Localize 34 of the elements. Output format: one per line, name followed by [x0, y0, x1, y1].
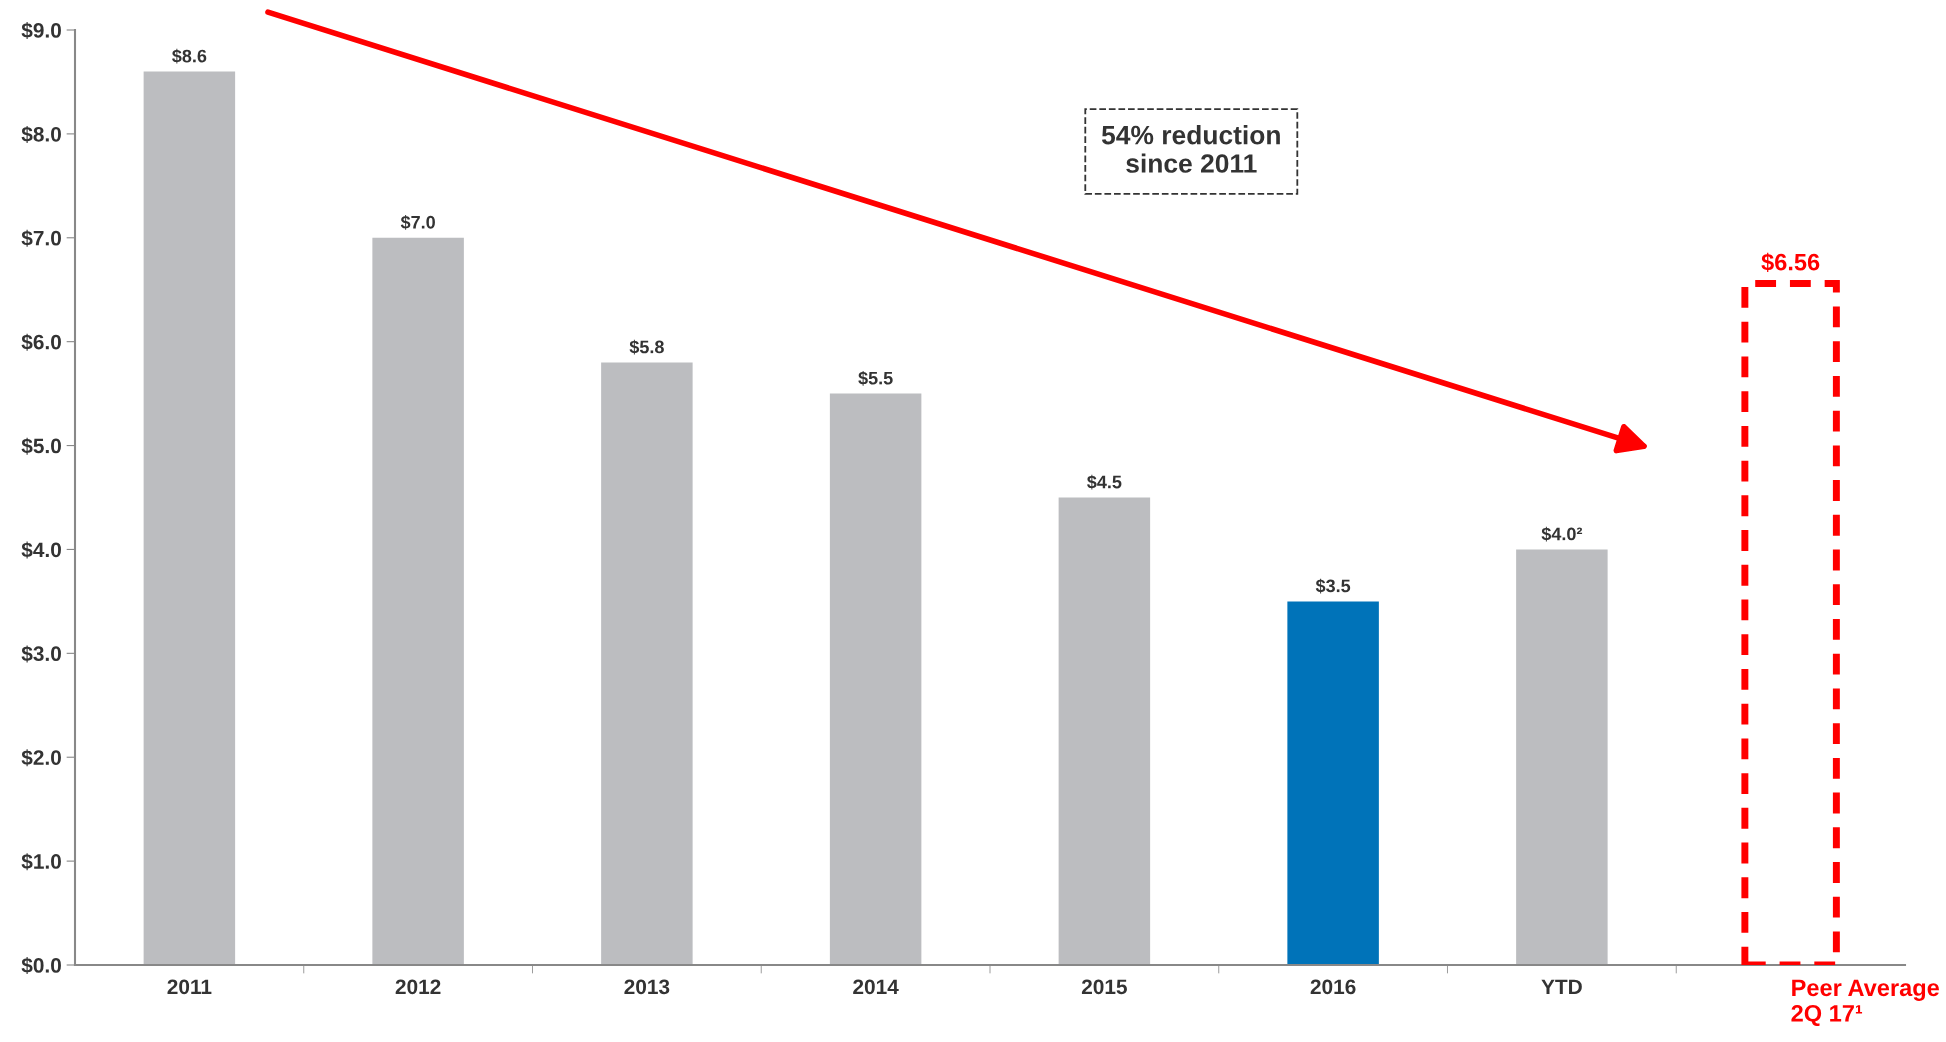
x-tick-label: 2016 — [1310, 979, 1356, 995]
bar — [372, 237, 464, 965]
y-tick-label: $8.0 — [21, 125, 61, 143]
x-tick-label: Peer Average 2Q 17¹ — [1791, 979, 1939, 1027]
bar — [1516, 549, 1608, 965]
data-label: $3.5 — [1315, 578, 1351, 594]
annotation: 54% reduction since 2011 — [1101, 125, 1280, 173]
x-tick-label: 2011 — [167, 979, 212, 995]
y-tick-label: $3.0 — [21, 645, 61, 663]
data-label: $6.56 — [1761, 252, 1820, 273]
y-tick-label: $9.0 — [21, 22, 61, 40]
x-tick-label: 2013 — [624, 979, 670, 995]
y-tick-label: $5.0 — [21, 437, 61, 455]
data-label: $5.5 — [858, 370, 893, 386]
bar — [1287, 601, 1379, 965]
y-tick-label: $7.0 — [21, 229, 61, 247]
y-tick-label: $2.0 — [21, 749, 61, 767]
bar — [1058, 497, 1151, 965]
x-tick-label: 2014 — [853, 979, 899, 995]
bar — [601, 362, 693, 965]
x-tick-label: 2012 — [395, 979, 441, 995]
y-tick-label: $1.0 — [21, 853, 61, 871]
y-tick-label: $4.0 — [21, 541, 61, 559]
y-tick-label: $6.0 — [21, 333, 61, 351]
bar — [829, 393, 922, 965]
data-label: $4.0² — [1541, 526, 1583, 542]
data-label: $7.0 — [400, 215, 435, 230]
data-label: $4.5 — [1087, 474, 1122, 490]
x-tick-label: 2015 — [1081, 979, 1127, 995]
x-tick-label: YTD — [1541, 979, 1582, 994]
data-label: $5.8 — [629, 339, 664, 355]
bar — [143, 71, 236, 965]
data-label: $8.6 — [172, 48, 207, 64]
y-tick-label: $0.0 — [21, 957, 61, 975]
